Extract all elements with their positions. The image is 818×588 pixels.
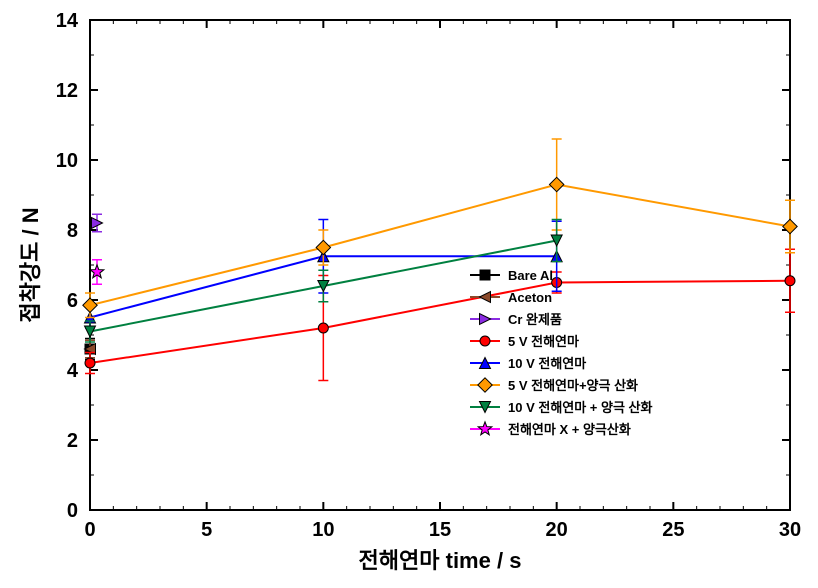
svg-text:10: 10: [312, 519, 334, 541]
svg-text:12: 12: [56, 80, 78, 102]
svg-text:25: 25: [662, 519, 684, 541]
svg-text:0: 0: [84, 519, 95, 541]
legend-label-Cr: Cr 완제품: [508, 312, 562, 327]
legend-label-10V-EP-anod: 10 V 전해연마 + 양극 산화: [508, 400, 653, 415]
legend-label-noEP-anod: 전해연마 X + 양극산화: [508, 422, 631, 437]
legend-label-5V-EP-anod: 5 V 전해연마+양극 산화: [508, 378, 638, 393]
svg-text:30: 30: [779, 519, 801, 541]
svg-text:4: 4: [67, 360, 79, 382]
series-line-5V-EP-anod: [90, 185, 790, 306]
series-line-5V-EP: [90, 281, 790, 363]
y-axis-label: 접착강도 / N: [18, 207, 43, 322]
legend-label-Bare Al: Bare Al: [508, 268, 553, 283]
series-noEP-anod: [90, 260, 104, 285]
chart-svg: 0 5 10 15 20 25 30 0 2 4 6 8 10 12 14 전해연마 time / s 접착강도…: [0, 0, 818, 588]
svg-text:6: 6: [67, 290, 78, 312]
svg-text:20: 20: [546, 519, 568, 541]
svg-text:5: 5: [201, 519, 212, 541]
chart-container: 0 5 10 15 20 25 30 0 2 4 6 8 10 12 14 전해연마 time / s 접착강도…: [0, 0, 818, 588]
legend-label-Aceton: Aceton: [508, 290, 552, 305]
legend-label-10V-EP: 10 V 전해연마: [508, 356, 586, 371]
legend-label-5V-EP: 5 V 전해연마: [508, 334, 579, 349]
series-5V-EP: [85, 249, 795, 380]
svg-text:14: 14: [56, 10, 79, 32]
x-axis-label: 전해연마 time / s: [359, 548, 522, 573]
svg-text:0: 0: [67, 500, 78, 522]
svg-text:10: 10: [56, 150, 78, 172]
svg-text:2: 2: [67, 430, 78, 452]
svg-text:8: 8: [67, 220, 78, 242]
svg-text:15: 15: [429, 519, 451, 541]
